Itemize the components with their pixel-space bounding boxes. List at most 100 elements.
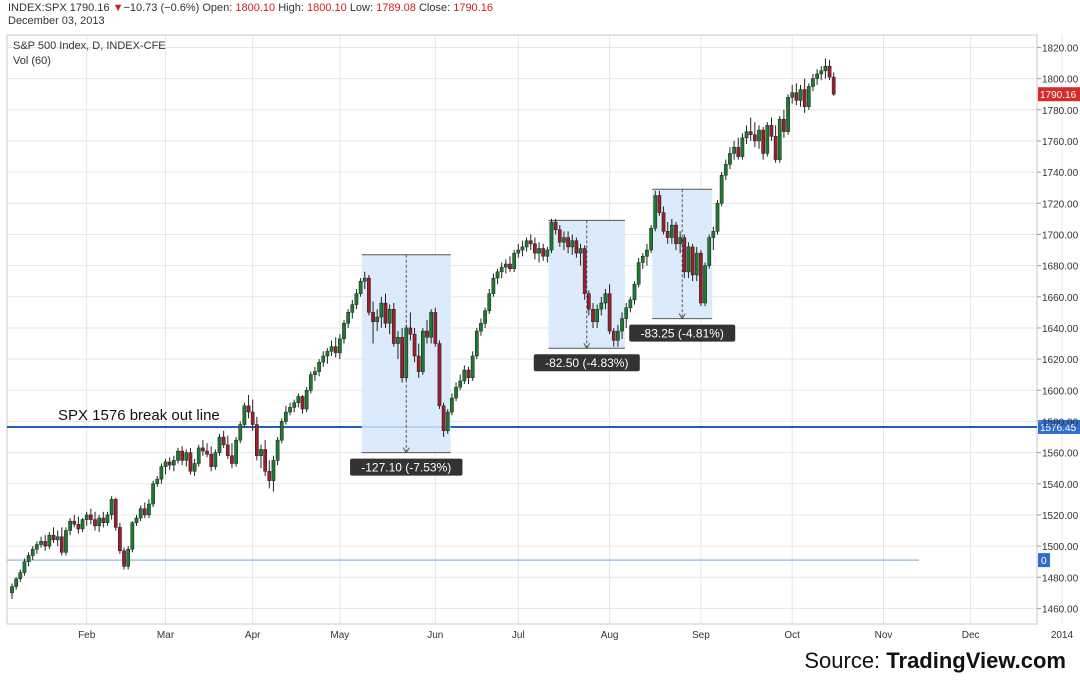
horizontal-lines: SPX 1576 break out line 1576.45 0 xyxy=(7,407,1080,568)
candle-body xyxy=(118,527,122,552)
quote-header: INDEX:SPX 1790.16 ▼−10.73 (−0.6%) Open: … xyxy=(8,2,493,15)
candle-body xyxy=(308,374,313,391)
candle-body xyxy=(715,203,720,232)
candle-body xyxy=(599,302,604,310)
candle-body xyxy=(802,89,807,107)
candle-body xyxy=(333,346,338,354)
candle-body xyxy=(640,256,645,263)
candle-body xyxy=(570,240,575,248)
candle-body xyxy=(533,243,537,254)
candle-body xyxy=(483,310,487,324)
candle-body xyxy=(379,302,384,318)
symbol-label: INDEX:SPX xyxy=(8,2,67,14)
x-tick-label: May xyxy=(330,630,349,641)
candle-body xyxy=(325,351,330,357)
candle-body xyxy=(512,252,516,269)
date-label: December 03, 2013 xyxy=(8,15,105,27)
candle-body xyxy=(350,304,355,313)
last-price: 1790.16 xyxy=(69,2,110,14)
measure-label-bg xyxy=(629,324,736,342)
y-tick-label: 1600.00 xyxy=(1042,386,1079,397)
y-tick-label: 1700.00 xyxy=(1042,230,1079,241)
candle-body xyxy=(773,136,778,160)
y-tick-label: 1740.00 xyxy=(1042,168,1079,179)
candle-body xyxy=(122,550,126,567)
candle-body xyxy=(811,78,815,87)
candle-body xyxy=(375,316,380,322)
candle-body xyxy=(616,330,620,341)
candle-body xyxy=(545,249,550,257)
candle-body xyxy=(474,330,479,357)
candle-body xyxy=(263,449,267,472)
candle-body xyxy=(304,390,309,410)
candle-body xyxy=(678,237,682,245)
candle-body xyxy=(454,386,458,399)
candle-body xyxy=(205,450,209,455)
candle-body xyxy=(790,92,795,98)
chart-title: S&P 500 Index, D, INDEX-CFE xyxy=(13,40,166,52)
candle-body xyxy=(777,118,782,160)
candle-body xyxy=(740,137,745,157)
y-tick-label: 1460.00 xyxy=(1042,604,1079,615)
candle-body xyxy=(30,548,35,556)
candle-body xyxy=(284,411,288,422)
y-axis: 1460.00 1480.00 1500.00 1520.00 1540.00 1560.… xyxy=(1037,43,1080,615)
candle-body xyxy=(794,92,799,101)
candle-body xyxy=(412,333,417,357)
candle-body xyxy=(694,252,699,276)
candle-body xyxy=(188,452,193,472)
x-tick-label: Jul xyxy=(512,630,525,641)
candle-body xyxy=(43,541,48,547)
candle-body xyxy=(661,212,666,232)
candle-body xyxy=(35,544,39,550)
candle-body xyxy=(487,293,492,312)
candle-body xyxy=(823,65,828,72)
candle-body xyxy=(105,514,110,523)
candle-body xyxy=(93,519,97,527)
candle-body xyxy=(699,252,703,304)
x-tick-label: Oct xyxy=(784,630,800,641)
candle-body xyxy=(831,76,836,95)
candle-body xyxy=(728,153,732,165)
candle-body xyxy=(142,508,147,516)
candle-body xyxy=(595,308,599,322)
candle-body xyxy=(387,308,392,324)
open-label: Open: xyxy=(202,2,233,14)
candle-body xyxy=(611,330,616,341)
candle-body xyxy=(225,444,230,456)
volume-zero-bg xyxy=(1038,553,1050,568)
candle-body xyxy=(250,411,255,425)
candle-body xyxy=(578,248,583,254)
candle-body xyxy=(690,246,695,276)
candle-body xyxy=(748,131,753,135)
candle-body xyxy=(184,452,189,461)
candle-body xyxy=(55,536,60,541)
candle-body xyxy=(765,125,770,154)
candle-body xyxy=(47,534,52,547)
candle-body xyxy=(383,302,388,324)
candle-body xyxy=(632,284,637,301)
candle-body xyxy=(437,343,442,407)
candle-body xyxy=(242,405,247,425)
candle-body xyxy=(819,70,824,75)
candle-body xyxy=(562,237,566,243)
candle-body xyxy=(429,312,433,338)
y-tick-label: 1540.00 xyxy=(1042,480,1079,491)
candle-body xyxy=(300,396,305,410)
candle-body xyxy=(732,146,736,154)
candle-body xyxy=(516,249,521,254)
candle-body xyxy=(815,73,819,79)
low-value: 1789.08 xyxy=(376,2,416,14)
candle-body xyxy=(723,164,728,176)
candle-body xyxy=(520,246,525,251)
candle-body xyxy=(196,447,201,464)
candle-body xyxy=(109,499,114,516)
candle-body xyxy=(736,146,741,157)
source-credit: Source: TradingView.com xyxy=(804,648,1066,674)
candle-body xyxy=(209,453,214,467)
breakout-price-label: 1576.45 xyxy=(1040,423,1077,434)
candle-body xyxy=(508,263,512,269)
candle-body xyxy=(97,517,102,527)
x-tick-label: Nov xyxy=(875,630,893,641)
